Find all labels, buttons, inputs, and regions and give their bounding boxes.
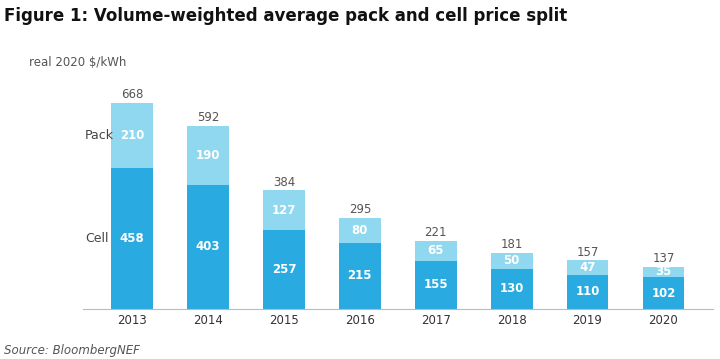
Text: 110: 110	[575, 285, 600, 298]
Bar	[187, 126, 229, 185]
Bar	[263, 190, 305, 229]
Bar	[263, 229, 305, 309]
Text: 50: 50	[503, 255, 520, 267]
Text: 384: 384	[273, 176, 295, 188]
Text: Pack: Pack	[85, 129, 114, 142]
Bar	[567, 260, 608, 275]
Text: 137: 137	[652, 252, 675, 265]
Text: 221: 221	[425, 226, 447, 239]
Text: 102: 102	[652, 286, 675, 299]
Text: 157: 157	[577, 246, 599, 258]
Text: 592: 592	[197, 111, 219, 124]
Bar	[415, 241, 456, 261]
Bar	[491, 253, 533, 269]
Bar	[491, 269, 533, 309]
Text: 35: 35	[655, 265, 672, 279]
Text: Figure 1: Volume-weighted average pack and cell price split: Figure 1: Volume-weighted average pack a…	[4, 7, 567, 25]
Text: 215: 215	[348, 269, 372, 282]
Bar	[567, 275, 608, 309]
Text: 181: 181	[500, 238, 523, 251]
Text: 668: 668	[121, 88, 143, 101]
Bar	[642, 277, 684, 309]
Bar	[112, 168, 153, 309]
Text: 127: 127	[271, 204, 296, 216]
Text: 155: 155	[423, 278, 448, 292]
Bar	[187, 185, 229, 309]
Text: Source: BloombergNEF: Source: BloombergNEF	[4, 344, 140, 357]
Text: 458: 458	[120, 232, 145, 245]
Text: 190: 190	[196, 149, 220, 162]
Text: 80: 80	[351, 224, 368, 237]
Bar	[642, 266, 684, 277]
Text: 403: 403	[196, 240, 220, 253]
Text: 210: 210	[120, 129, 144, 142]
Text: Cell: Cell	[85, 232, 109, 245]
Text: real 2020 $/kWh: real 2020 $/kWh	[29, 56, 126, 69]
Bar	[339, 218, 381, 243]
Bar	[415, 261, 456, 309]
Text: 47: 47	[580, 261, 595, 274]
Bar	[339, 243, 381, 309]
Text: 295: 295	[348, 203, 371, 216]
Text: 130: 130	[500, 282, 524, 295]
Text: 257: 257	[271, 263, 296, 276]
Bar	[112, 103, 153, 168]
Text: 65: 65	[428, 244, 444, 257]
